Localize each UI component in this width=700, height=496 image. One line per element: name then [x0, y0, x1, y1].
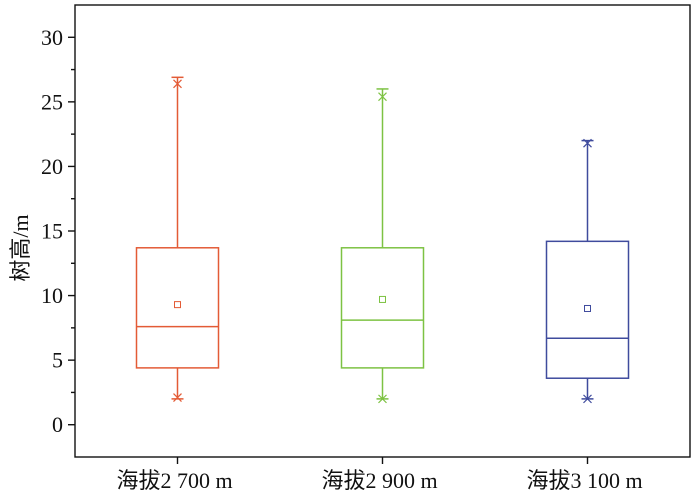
p99-marker-stroke-b [583, 138, 592, 148]
mean-marker [174, 301, 181, 309]
y-tick-label: 30 [41, 25, 63, 50]
boxes-layer [135, 76, 630, 404]
p99-marker [173, 79, 182, 89]
iqr-box [340, 247, 425, 369]
y-tick-label: 25 [41, 89, 63, 114]
x-axis: 海拔2 700 m 海拔2 900 m 海拔3 100 m [116, 457, 643, 493]
box-group-3 [545, 138, 630, 404]
p99-marker-stroke-b [173, 79, 182, 89]
y-tick-label: 15 [41, 219, 63, 244]
y-tick-label: 20 [41, 154, 63, 179]
iqr-box [545, 240, 630, 379]
mean-marker [379, 295, 386, 303]
p99-marker-stroke-b [378, 92, 387, 102]
y-tick-label: 0 [52, 412, 63, 437]
y-tick-label: 10 [41, 283, 63, 308]
mean-marker [584, 304, 591, 312]
p1-marker-stroke-b [583, 394, 592, 404]
y-axis: 0 5 10 15 20 25 30 [41, 25, 75, 437]
y-axis-title: 树高/m [8, 214, 33, 281]
p99-marker [583, 138, 592, 148]
x-tick-label: 海拔3 100 m [526, 468, 642, 493]
p1-marker [378, 394, 387, 404]
x-tick-label: 海拔2 900 m [321, 468, 437, 493]
iqr-box [135, 247, 220, 369]
box-group-1 [135, 76, 220, 403]
p99-marker [378, 92, 387, 102]
box-group-2 [340, 88, 425, 404]
y-tick-label: 5 [52, 348, 63, 373]
p1-marker [173, 393, 182, 403]
p1-marker-stroke-b [378, 394, 387, 404]
p1-marker-stroke-b [173, 393, 182, 403]
p1-marker [583, 394, 592, 404]
x-tick-label: 海拔2 700 m [116, 468, 232, 493]
